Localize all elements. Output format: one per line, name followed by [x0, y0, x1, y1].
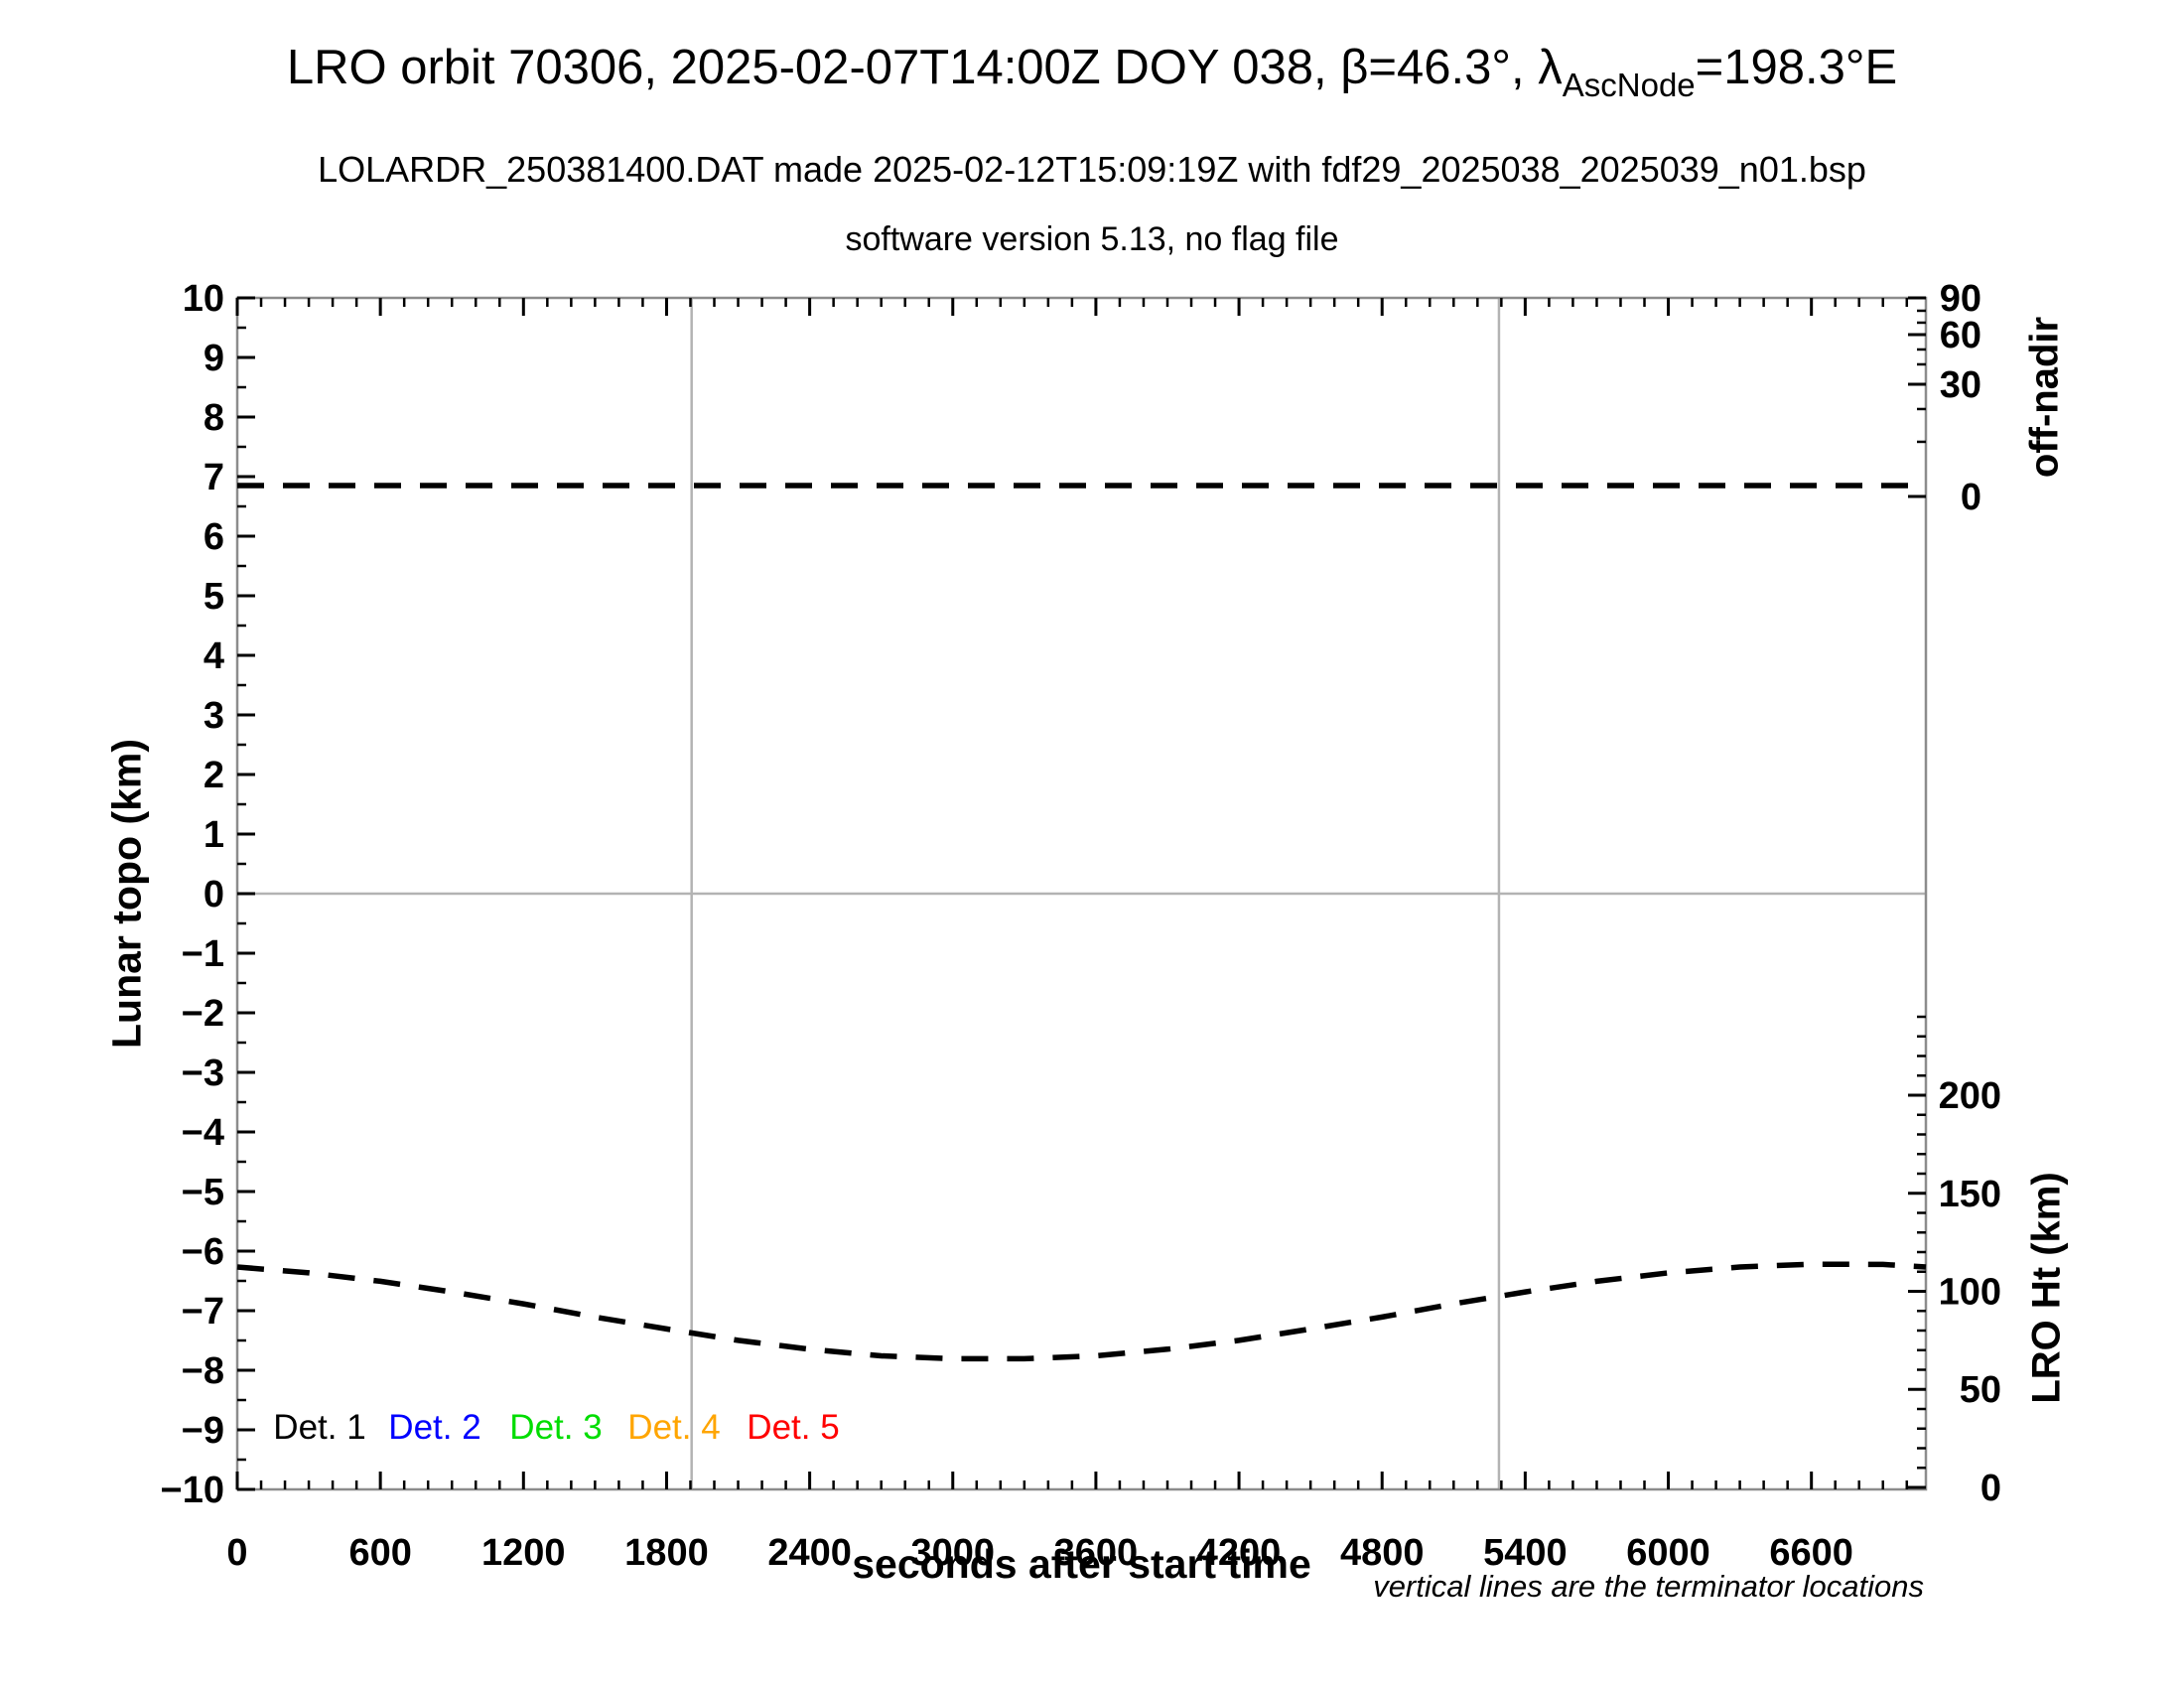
terminator-footnote: vertical lines are the terminator locati… [1373, 1569, 1924, 1604]
lroht-tick-label: 150 [1939, 1174, 2001, 1215]
left-tick-label: 3 [204, 695, 224, 737]
offnadir-tick-label: 60 [1940, 315, 1981, 356]
x-tick-label: 3600 [1054, 1532, 1139, 1574]
left-tick-label: −3 [182, 1053, 224, 1094]
left-tick-label: −8 [182, 1350, 224, 1392]
offnadir-tick-label: 90 [1940, 278, 1981, 320]
left-tick-label: −7 [182, 1291, 224, 1333]
left-tick-label: 2 [204, 755, 224, 796]
left-tick-label: −2 [182, 993, 224, 1035]
left-tick-label: −4 [182, 1112, 224, 1154]
title-main: LRO orbit 70306, 2025-02-07T14:00Z DOY 0… [286, 41, 1563, 94]
left-tick-label: 6 [204, 516, 224, 558]
x-tick-label: 5400 [1483, 1532, 1568, 1574]
x-tick-label: 1800 [624, 1532, 709, 1574]
left-tick-label: −5 [182, 1172, 224, 1213]
x-tick-label: 6000 [1626, 1532, 1710, 1574]
offnadir-tick-label: 30 [1940, 364, 1981, 406]
x-tick-label: 6600 [1769, 1532, 1853, 1574]
lroht-tick-label: 50 [1960, 1369, 2001, 1411]
lroht-tick-label: 100 [1939, 1272, 2001, 1314]
lro-height-series-line [236, 1261, 1927, 1362]
subtitle-file-info: LOLARDR_250381400.DAT made 2025-02-12T15… [318, 149, 1866, 190]
subtitle-software-version: software version 5.13, no flag file [845, 220, 1339, 258]
x-tick-label: 1200 [481, 1532, 566, 1574]
left-tick-label: −6 [182, 1231, 224, 1273]
title-tail: =198.3°E [1695, 41, 1898, 94]
right-axis-title-lroht: LRO Ht (km) [2024, 1172, 2069, 1404]
x-tick-label: 600 [348, 1532, 411, 1574]
offnadir-tick-label: 0 [1961, 477, 1981, 518]
x-tick-label: 4800 [1340, 1532, 1425, 1574]
x-tick-label: 0 [226, 1532, 247, 1574]
left-tick-label: 9 [204, 338, 224, 379]
page-title: LRO orbit 70306, 2025-02-07T14:00Z DOY 0… [0, 40, 2184, 104]
x-axis-title: seconds after start time [852, 1541, 1311, 1587]
lroht-tick-label: 0 [1980, 1468, 2001, 1509]
left-tick-label: 10 [183, 278, 224, 320]
left-tick-label: 0 [204, 874, 224, 915]
x-tick-label: 3000 [910, 1532, 995, 1574]
left-tick-label: 4 [204, 635, 224, 677]
left-tick-label: −9 [182, 1410, 224, 1452]
lroht-tick-label: 200 [1939, 1075, 2001, 1117]
x-tick-label: 2400 [767, 1532, 852, 1574]
left-tick-label: −1 [182, 933, 224, 975]
left-axis-title: Lunar topo (km) [103, 738, 150, 1050]
left-tick-label: 7 [204, 457, 224, 498]
right-axis-title-offnadir: off-nadir [2022, 316, 2067, 479]
left-tick-label: 8 [204, 397, 224, 439]
title-lambda-subscript: AscNode [1562, 67, 1696, 103]
left-tick-label: 1 [204, 814, 224, 856]
x-tick-label: 4200 [1197, 1532, 1282, 1574]
left-tick-label: −10 [161, 1470, 224, 1511]
left-tick-label: 5 [204, 576, 224, 618]
